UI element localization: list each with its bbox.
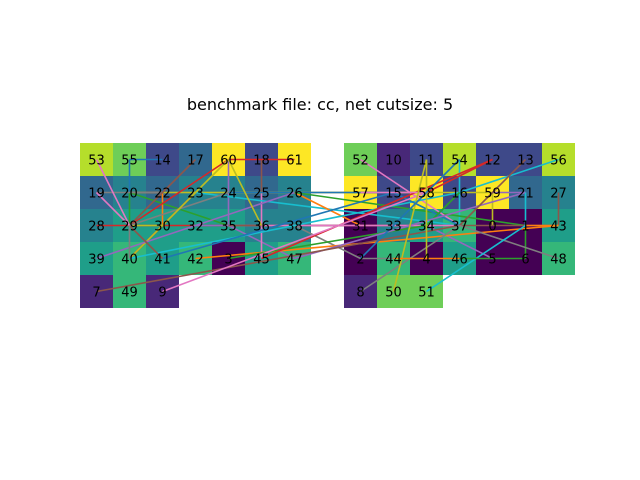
cell-label-53: 53 [88, 154, 105, 169]
net-segment [261, 158, 493, 260]
net-segment [359, 191, 428, 260]
cell-label-51: 51 [418, 286, 435, 301]
cell-label-20: 20 [121, 187, 138, 202]
cell-label-25: 25 [253, 187, 270, 202]
cell-label-40: 40 [121, 253, 138, 268]
cell-label-11: 11 [418, 154, 435, 169]
cell-label-50: 50 [385, 286, 402, 301]
net-segment [426, 224, 493, 260]
cell-label-2: 2 [356, 253, 364, 268]
cell-label-55: 55 [121, 154, 138, 169]
net-segment [227, 159, 263, 226]
cell-label-12: 12 [484, 154, 501, 169]
cell-label-46: 46 [451, 253, 468, 268]
cell-label-49: 49 [121, 286, 138, 301]
net-segment [129, 158, 229, 227]
cell-label-30: 30 [154, 220, 171, 235]
cell-label-60: 60 [220, 154, 237, 169]
net-segment [162, 191, 427, 293]
cell-label-4: 4 [422, 253, 430, 268]
cell-label-56: 56 [550, 154, 567, 169]
cell-label-27: 27 [550, 187, 567, 202]
net-segment [161, 158, 230, 227]
cell-label-59: 59 [484, 187, 501, 202]
cell-label-37: 37 [451, 220, 468, 235]
cell-label-14: 14 [154, 154, 171, 169]
net-segment [426, 158, 493, 194]
cell-label-15: 15 [385, 187, 402, 202]
cell-49 [113, 275, 146, 308]
cell-label-16: 16 [451, 187, 468, 202]
cell-label-33: 33 [385, 220, 402, 235]
net-segment [458, 158, 527, 227]
cell-label-29: 29 [121, 220, 138, 235]
cell-label-24: 24 [220, 187, 237, 202]
cell-label-31: 31 [352, 220, 369, 235]
cell-label-48: 48 [550, 253, 567, 268]
cell-label-32: 32 [187, 220, 204, 235]
net-segment [128, 224, 164, 260]
cell-label-57: 57 [352, 187, 369, 202]
cell-label-52: 52 [352, 154, 369, 169]
cell-label-7: 7 [92, 286, 100, 301]
cell-label-21: 21 [517, 187, 534, 202]
cell-label-58: 58 [418, 187, 435, 202]
cell-label-61: 61 [286, 154, 303, 169]
net-segment [425, 158, 461, 194]
cell-label-26: 26 [286, 187, 303, 202]
cell-label-18: 18 [253, 154, 270, 169]
net-segment [96, 224, 460, 293]
net-segment [95, 191, 131, 227]
cell-label-8: 8 [356, 286, 364, 301]
cell-label-43: 43 [550, 220, 567, 235]
cell-label-38: 38 [286, 220, 303, 235]
cell-label-10: 10 [385, 154, 402, 169]
cell-label-3: 3 [224, 253, 232, 268]
cell-label-5: 5 [488, 253, 496, 268]
cell-label-22: 22 [154, 187, 171, 202]
cell-label-0: 0 [488, 220, 496, 235]
cell-label-1: 1 [521, 220, 529, 235]
chart-title: benchmark file: cc, net cutsize: 5 [186, 95, 454, 114]
net-segment [195, 191, 295, 227]
cell-label-44: 44 [385, 253, 402, 268]
net-segment [129, 191, 460, 260]
cell-label-42: 42 [187, 253, 204, 268]
cell-label-45: 45 [253, 253, 270, 268]
cell-label-34: 34 [418, 220, 435, 235]
net-segment [95, 159, 131, 226]
net-segment [162, 191, 394, 260]
cell-label-13: 13 [517, 154, 534, 169]
net-segment [128, 158, 197, 227]
cell-label-28: 28 [88, 220, 105, 235]
cell-label-6: 6 [521, 253, 529, 268]
nets-layer [95, 158, 560, 293]
cell-label-23: 23 [187, 187, 204, 202]
cell-label-19: 19 [88, 187, 105, 202]
cell-label-47: 47 [286, 253, 303, 268]
cell-10 [377, 143, 410, 176]
cell-label-54: 54 [451, 154, 468, 169]
cell-label-9: 9 [158, 286, 166, 301]
cell-label-35: 35 [220, 220, 237, 235]
cell-label-17: 17 [187, 154, 204, 169]
cell-label-36: 36 [253, 220, 270, 235]
net-segment [392, 159, 428, 292]
cell-label-39: 39 [88, 253, 105, 268]
cell-label-41: 41 [154, 253, 171, 268]
net-segment [459, 224, 559, 260]
